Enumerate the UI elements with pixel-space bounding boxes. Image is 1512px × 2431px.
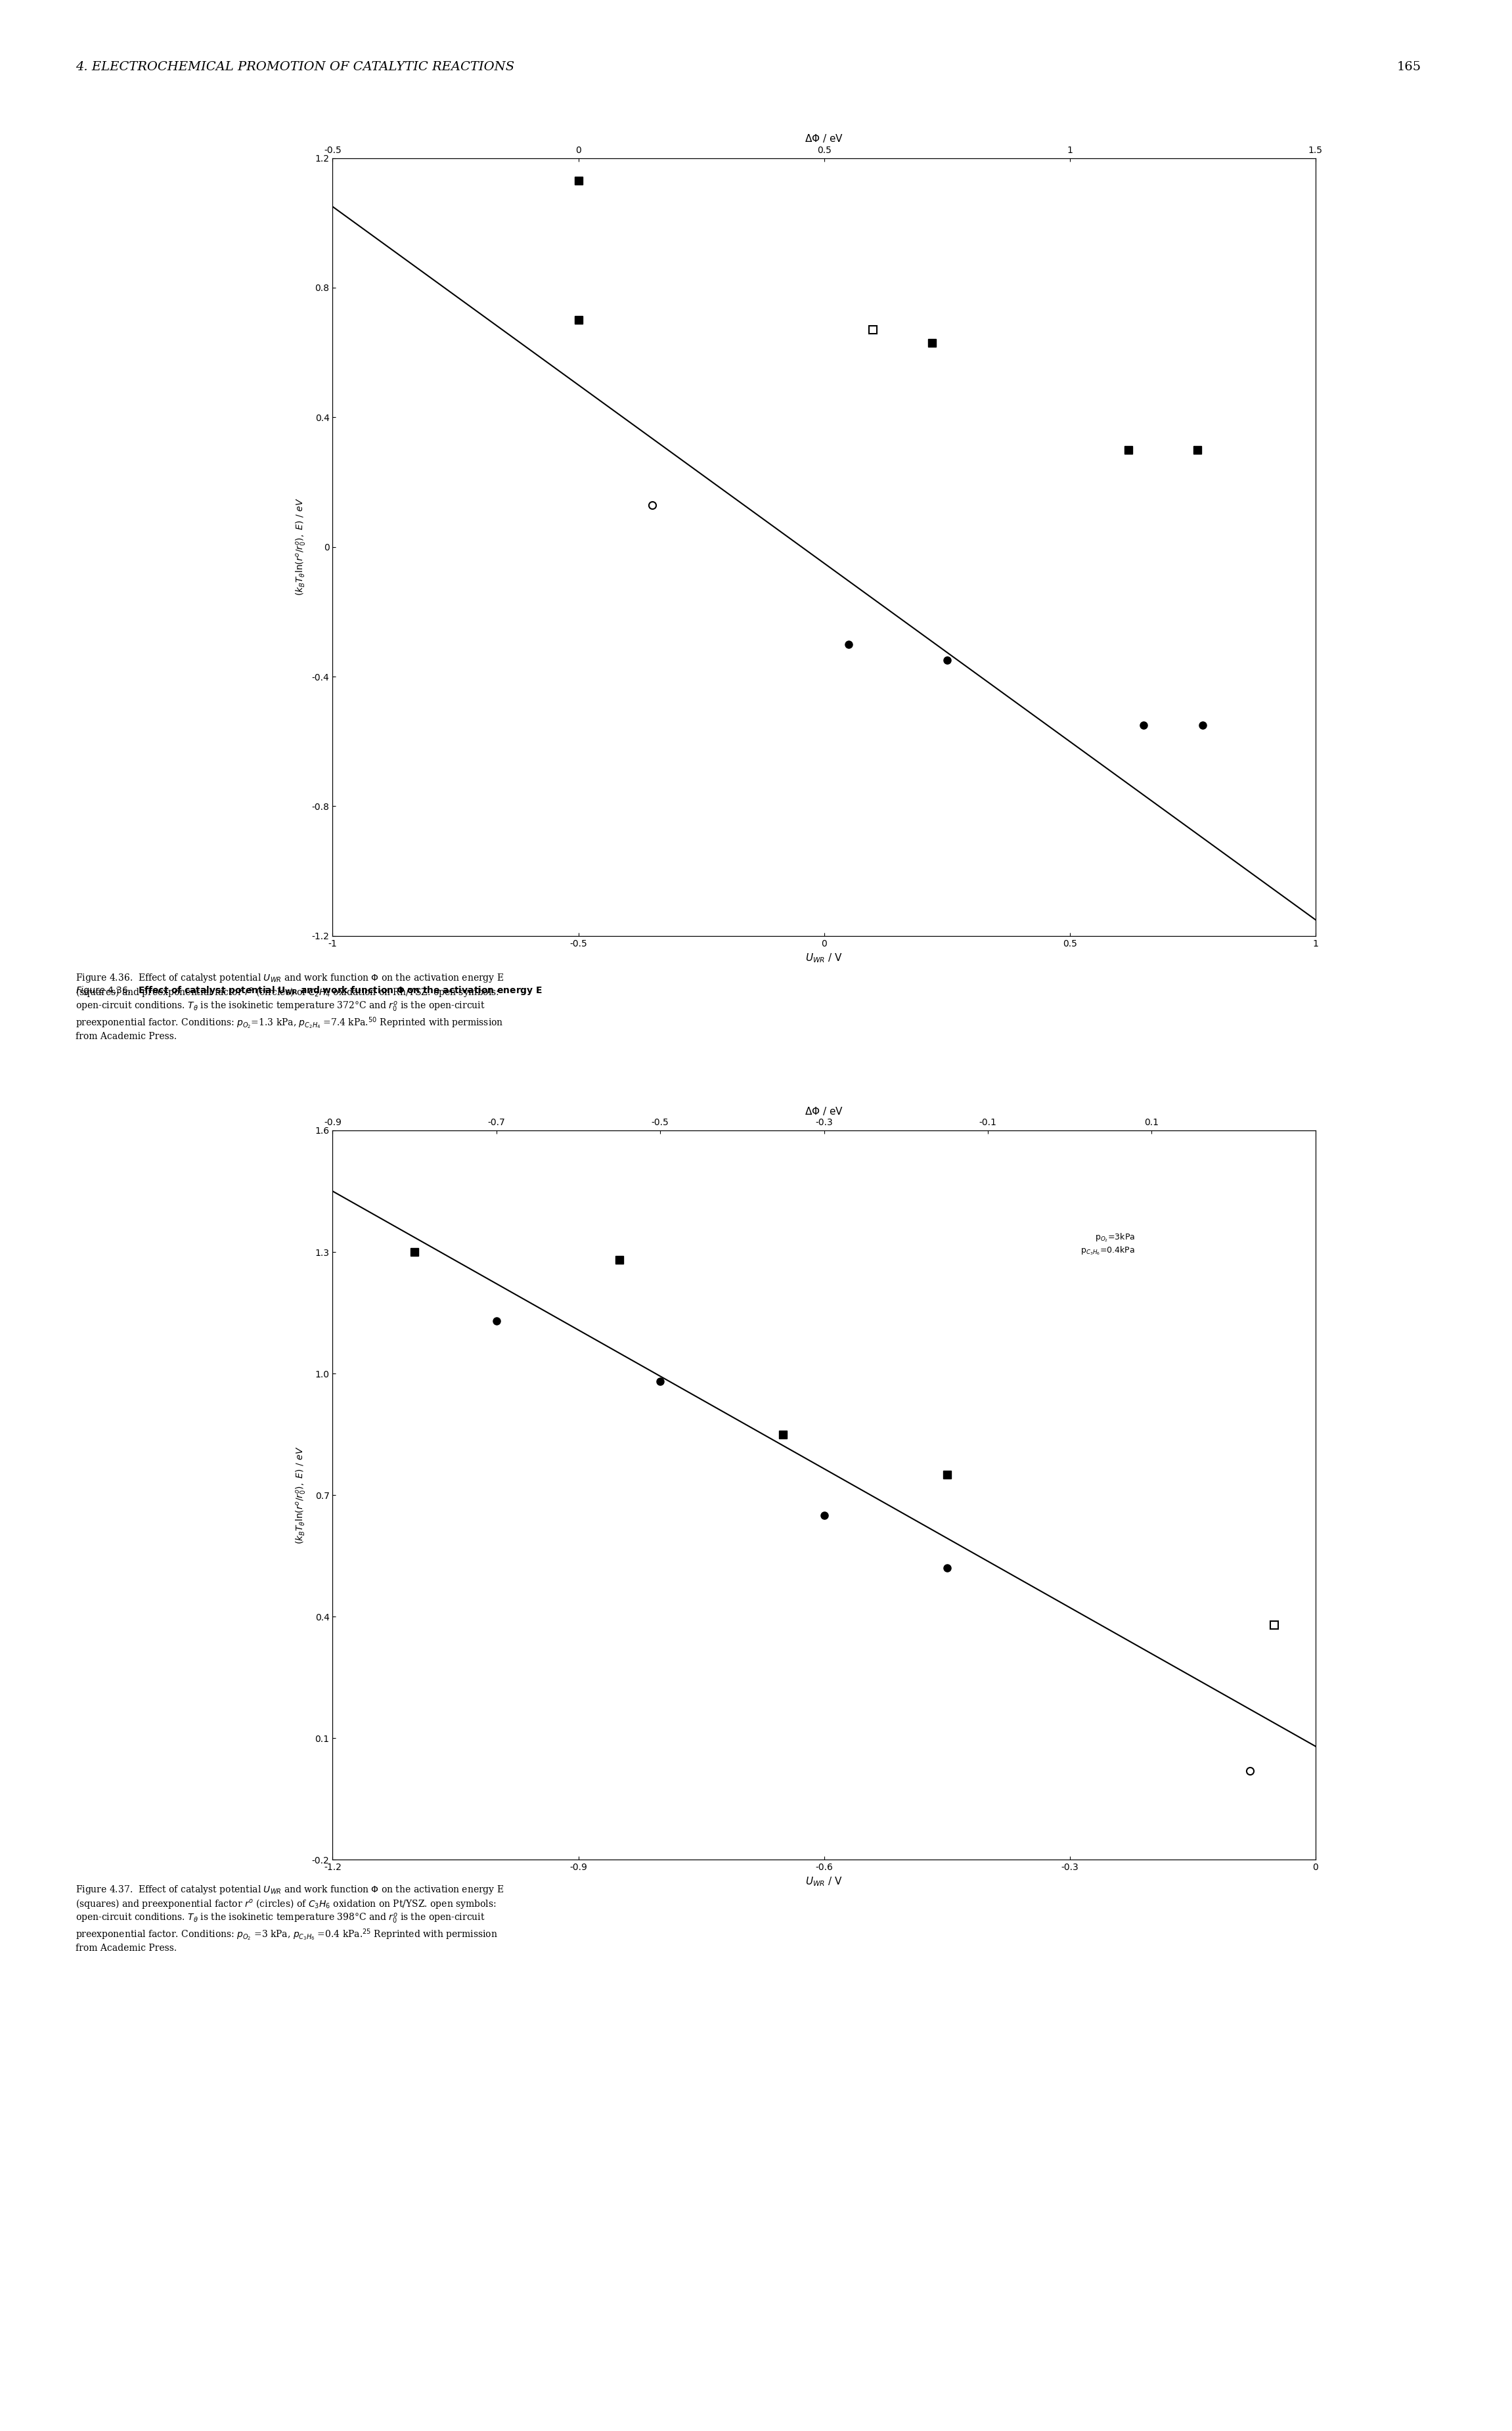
Text: $\it{Figure\ 4.36.}$  $\bf{Effect\ of\ catalyst\ potential\ U_{WR}\ and\ work\ f: $\it{Figure\ 4.36.}$ $\bf{Effect\ of\ ca… — [76, 985, 543, 997]
Y-axis label: $(k_BT_\theta\ln(r^o/r^o_0),\ E)\ /\ eV$: $(k_BT_\theta\ln(r^o/r^o_0),\ E)\ /\ eV$ — [295, 1446, 308, 1544]
Y-axis label: $(k_BT_\theta\ln(r^o/r^o_0),\ E)\ /\ eV$: $(k_BT_\theta\ln(r^o/r^o_0),\ E)\ /\ eV$ — [295, 498, 308, 596]
Text: 165: 165 — [1397, 61, 1421, 73]
X-axis label: $U_{WR}$ / V: $U_{WR}$ / V — [806, 953, 842, 965]
X-axis label: $U_{WR}$ / V: $U_{WR}$ / V — [806, 1877, 842, 1889]
Text: Figure 4.36.  Effect of catalyst potential $U_{WR}$ and work function $\Phi$ on : Figure 4.36. Effect of catalyst potentia… — [76, 972, 503, 1040]
Text: 4. ELECTROCHEMICAL PROMOTION OF CATALYTIC REACTIONS: 4. ELECTROCHEMICAL PROMOTION OF CATALYTI… — [76, 61, 514, 73]
X-axis label: $\Delta\Phi$ / eV: $\Delta\Phi$ / eV — [804, 134, 844, 143]
Text: p$_{O_2}$=3kPa
p$_{C_3H_6}$=0.4kPa: p$_{O_2}$=3kPa p$_{C_3H_6}$=0.4kPa — [1081, 1233, 1136, 1257]
Text: Figure 4.37.  Effect of catalyst potential $U_{WR}$ and work function $\Phi$ on : Figure 4.37. Effect of catalyst potentia… — [76, 1884, 503, 1952]
X-axis label: $\Delta\Phi$ / eV: $\Delta\Phi$ / eV — [804, 1106, 844, 1116]
